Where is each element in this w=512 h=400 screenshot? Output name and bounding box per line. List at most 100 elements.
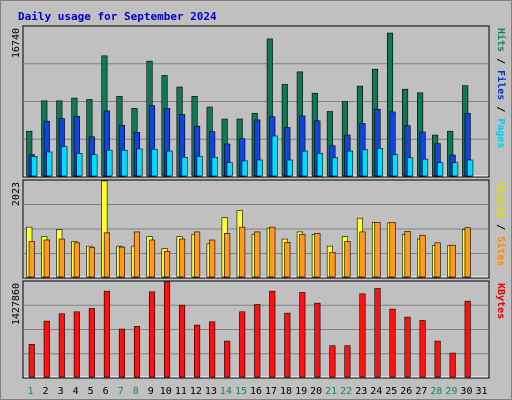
panel-kbytes: 1427860 KBytes bbox=[11, 280, 506, 379]
x-tick-label: 20 bbox=[310, 386, 322, 397]
x-tick-label: 31 bbox=[475, 386, 487, 397]
bar-kbytes-day-20 bbox=[314, 302, 321, 378]
bar-pages-day-24 bbox=[376, 148, 384, 177]
bar-sites-day-18 bbox=[284, 242, 291, 278]
legend-entry: Pages bbox=[495, 118, 506, 148]
bar-kbytes-day-16 bbox=[254, 304, 261, 378]
x-tick-label: 19 bbox=[295, 386, 307, 397]
bar-kbytes-day-21 bbox=[329, 345, 336, 378]
bar-kbytes-day-4 bbox=[73, 311, 80, 378]
bar-sites-day-23 bbox=[359, 231, 366, 278]
bar-sites-day-8 bbox=[133, 231, 141, 278]
x-tick-label: 22 bbox=[340, 386, 352, 397]
bar-pages-day-23 bbox=[361, 149, 369, 177]
x-tick-label: 4 bbox=[73, 386, 79, 397]
bar-sites-day-25 bbox=[389, 222, 396, 278]
bar-kbytes-day-13 bbox=[209, 321, 216, 378]
bar-pages-day-1 bbox=[31, 156, 38, 177]
legend-entry: Hits bbox=[495, 28, 507, 52]
bar-sites-day-17 bbox=[269, 226, 276, 278]
bar-pages-day-10 bbox=[166, 150, 173, 177]
bar-sites-day-9 bbox=[148, 239, 156, 278]
bar-pages-day-22 bbox=[346, 150, 353, 177]
bar-kbytes-day-25 bbox=[389, 308, 396, 378]
bar-pages-day-17 bbox=[271, 135, 278, 177]
bar-kbytes-day-15 bbox=[239, 311, 246, 378]
x-tick-label: 8 bbox=[133, 386, 139, 397]
bar-pages-day-2 bbox=[46, 151, 53, 177]
bar-kbytes-day-18 bbox=[284, 312, 291, 378]
x-tick-label: 28 bbox=[430, 386, 442, 397]
x-tick-label: 5 bbox=[88, 386, 94, 397]
bar-sites-day-11 bbox=[179, 238, 186, 278]
legend-entry: / bbox=[495, 218, 506, 236]
bar-kbytes-day-29 bbox=[449, 352, 456, 378]
bar-pages-day-12 bbox=[196, 156, 203, 177]
bar-sites-day-22 bbox=[344, 241, 351, 278]
bar-sites-day-3 bbox=[58, 238, 65, 278]
x-tick-label: 27 bbox=[415, 386, 427, 397]
x-tick-label: 29 bbox=[445, 386, 457, 397]
bar-pages-day-28 bbox=[437, 162, 444, 177]
x-tick-label: 3 bbox=[58, 386, 64, 397]
x-tick-label: 1 bbox=[28, 386, 34, 397]
x-tick-label: 2 bbox=[43, 386, 49, 397]
chart-title: Daily usage for September 2024 bbox=[18, 10, 217, 23]
bar-sites-day-30 bbox=[464, 227, 471, 278]
x-tick-label: 16 bbox=[250, 386, 262, 397]
bar-kbytes-day-10 bbox=[163, 281, 171, 378]
bar-sites-day-2 bbox=[43, 239, 50, 278]
bar-sites-day-19 bbox=[299, 233, 306, 278]
x-tick-label: 24 bbox=[370, 386, 382, 397]
bar-pages-day-20 bbox=[316, 153, 323, 177]
legend-entry: / bbox=[495, 100, 506, 118]
legend-entry: KBytes bbox=[495, 283, 506, 319]
legend-entry: Sites bbox=[495, 236, 507, 266]
x-tick-label: 6 bbox=[103, 386, 109, 397]
bar-pages-day-9 bbox=[151, 149, 158, 177]
bar-pages-day-27 bbox=[422, 158, 429, 177]
x-tick-label: 30 bbox=[460, 386, 472, 397]
x-tick-label: 17 bbox=[265, 386, 277, 397]
bar-kbytes-day-1 bbox=[28, 344, 35, 378]
bar-sites-day-16 bbox=[254, 231, 261, 278]
panel-legend: KBytes bbox=[495, 283, 506, 319]
bar-kbytes-day-30 bbox=[464, 300, 471, 378]
x-tick-label: 12 bbox=[190, 386, 202, 397]
bar-pages-day-15 bbox=[241, 160, 248, 177]
bar-sites-day-21 bbox=[329, 252, 336, 278]
bar-pages-day-13 bbox=[211, 157, 218, 177]
x-tick-label: 15 bbox=[235, 386, 247, 397]
bar-kbytes-day-14 bbox=[224, 340, 231, 378]
bar-kbytes-day-7 bbox=[118, 328, 125, 378]
bar-kbytes-day-17 bbox=[269, 290, 276, 378]
bar-pages-day-8 bbox=[136, 148, 143, 177]
bar-kbytes-day-28 bbox=[434, 340, 441, 378]
legend-entry: Visits bbox=[495, 182, 507, 218]
bar-pages-day-29 bbox=[452, 162, 459, 177]
bar-kbytes-day-3 bbox=[58, 313, 65, 378]
x-tick-label: 18 bbox=[280, 386, 292, 397]
bar-pages-day-18 bbox=[286, 159, 293, 177]
bar-sites-day-26 bbox=[404, 231, 411, 278]
bar-sites-day-14 bbox=[224, 233, 231, 278]
x-axis-day-labels: 1 2 3 4 5 6 7 8 9 10 11 12 13 14 15 16 17 18 19 20 21 22 23 24 2… bbox=[28, 386, 488, 397]
bar-sites-day-27 bbox=[419, 234, 426, 278]
x-tick-label: 9 bbox=[148, 386, 154, 397]
bar-pages-day-14 bbox=[226, 162, 233, 177]
bar-kbytes-day-12 bbox=[194, 324, 201, 378]
bar-sites-day-24 bbox=[374, 222, 381, 278]
x-tick-label: 13 bbox=[205, 386, 217, 397]
bar-sites-day-28 bbox=[434, 242, 441, 278]
bar-kbytes-day-6 bbox=[103, 290, 110, 378]
bar-sites-day-13 bbox=[209, 239, 216, 278]
bar-kbytes-day-19 bbox=[299, 292, 306, 378]
bar-pages-day-16 bbox=[256, 159, 263, 177]
bar-sites-day-4 bbox=[73, 242, 80, 278]
bar-sites-day-29 bbox=[449, 244, 456, 278]
bar-sites-day-5 bbox=[88, 247, 95, 278]
bar-sites-day-15 bbox=[239, 226, 246, 278]
x-tick-label: 21 bbox=[325, 386, 337, 397]
bar-sites-day-1 bbox=[28, 241, 35, 278]
